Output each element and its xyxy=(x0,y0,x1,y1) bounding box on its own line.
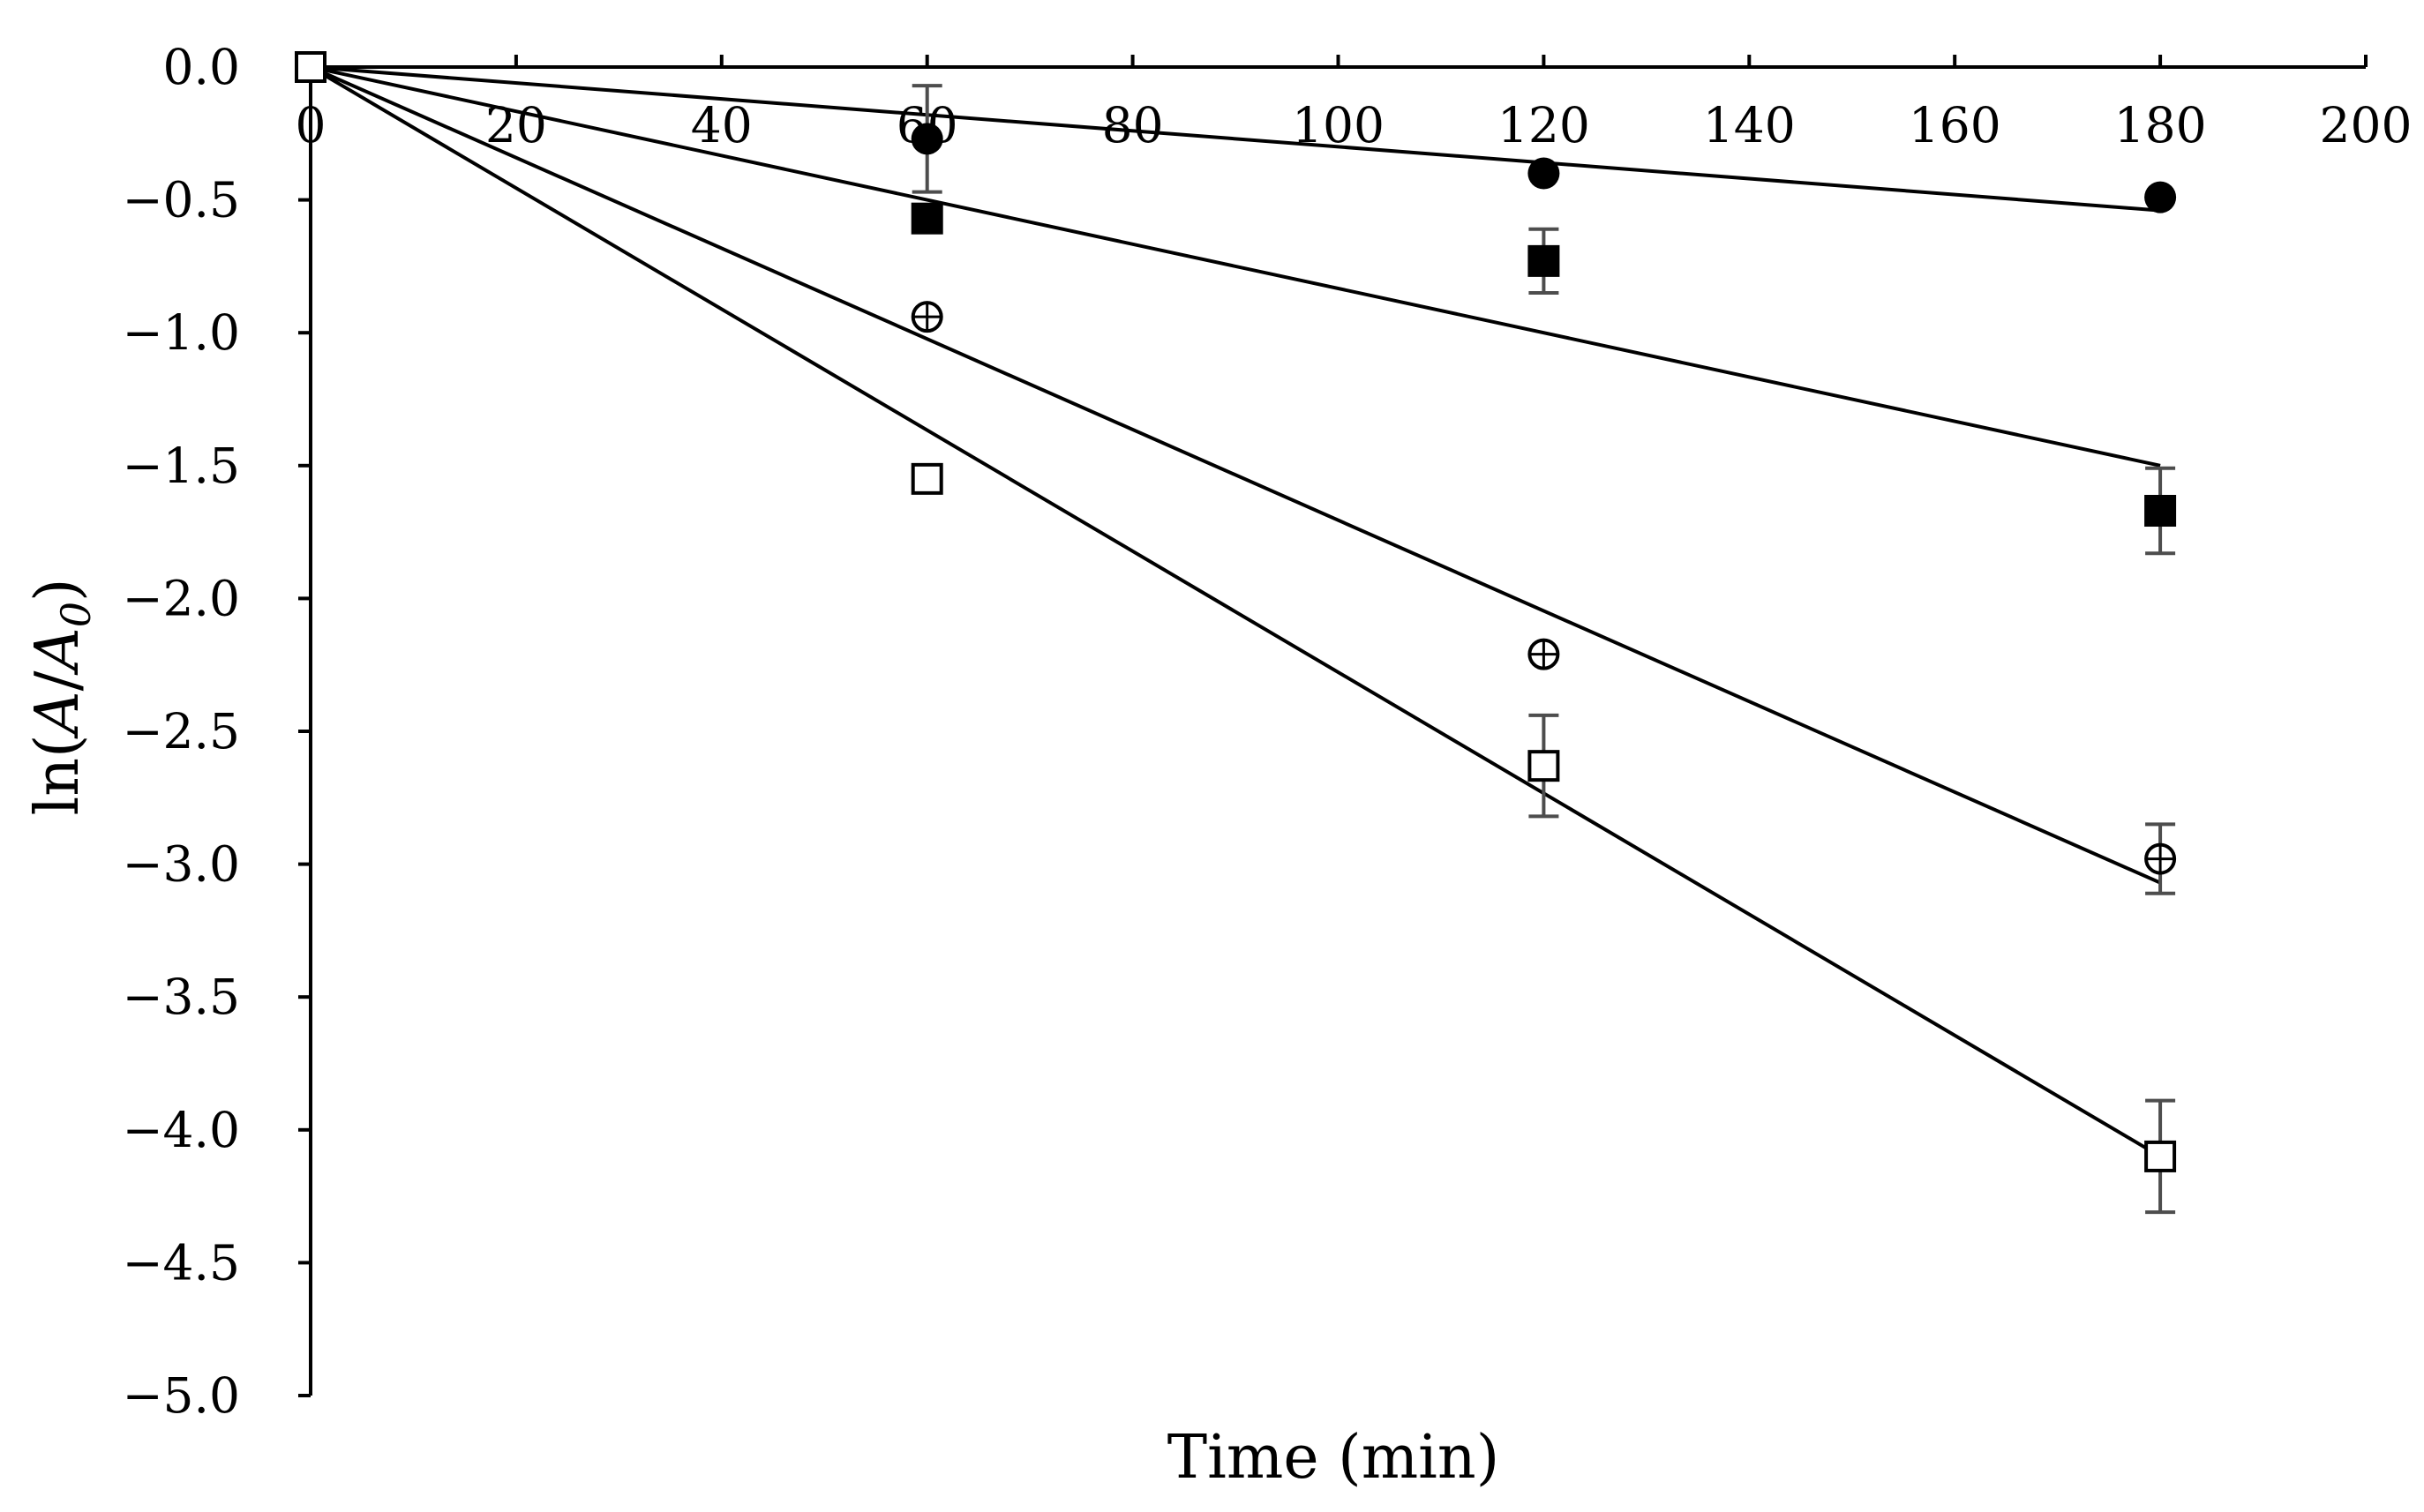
x-tick-label: 80 xyxy=(1102,97,1164,153)
data-point-open-square xyxy=(911,462,943,495)
x-tick-label: 180 xyxy=(2114,97,2207,153)
x-axis-title: Time (min) xyxy=(1167,1423,1500,1493)
x-tick-label: 60 xyxy=(897,97,958,153)
y-tick-label: −0.5 xyxy=(122,172,240,228)
data-point-filled-square xyxy=(911,202,943,235)
data-point-filled-square xyxy=(1527,244,1560,277)
y-tick-label: −1.0 xyxy=(122,304,240,361)
x-tick-label: 160 xyxy=(1909,97,2001,153)
x-tick-label: 40 xyxy=(691,97,753,153)
x-tick-label: 140 xyxy=(1703,97,1796,153)
fit-lines xyxy=(309,65,2162,1158)
y-axis-title-part: A xyxy=(23,691,93,739)
y-tick-label: 0.0 xyxy=(163,39,240,95)
y-axis-title-part: ln( xyxy=(23,734,93,815)
y-axis-title: ln(A/A0) xyxy=(23,578,100,815)
fit-line xyxy=(310,65,2161,885)
data-point-filled-circle xyxy=(1527,157,1560,190)
y-axis-title-part: / xyxy=(23,670,93,691)
x-tick-label: 0 xyxy=(296,97,326,153)
y-axis-title-subscript: 0 xyxy=(52,602,100,627)
axes xyxy=(298,55,2368,1397)
y-axis-title-part: A xyxy=(23,627,93,676)
data-point-open-square xyxy=(295,51,326,83)
x-tick-label: 120 xyxy=(1497,97,1590,153)
data-point-open-square xyxy=(2144,1140,2177,1172)
y-tick-label: −4.5 xyxy=(122,1234,240,1291)
y-tick-label: −3.5 xyxy=(122,969,240,1025)
data-point-filled-circle xyxy=(2144,181,2177,213)
y-tick-label: −2.5 xyxy=(122,703,240,760)
x-tick-label: 20 xyxy=(485,97,547,153)
y-tick-label: −5.0 xyxy=(122,1367,240,1424)
y-tick-label: −2.0 xyxy=(122,570,240,626)
fit-line xyxy=(310,65,2161,213)
data-point-open-square xyxy=(1527,750,1560,782)
x-tick-label: 200 xyxy=(2320,97,2413,153)
x-tick-label: 100 xyxy=(1292,97,1385,153)
data-markers xyxy=(295,51,2177,1172)
tick-labels: 0 20 40 60 80 100 120 140 160 180 200 0.0 −0.5 −1.0 −1… xyxy=(122,39,2412,1424)
fit-line xyxy=(309,65,2162,1158)
data-point-filled-circle xyxy=(911,123,943,155)
fit-line xyxy=(310,65,2161,468)
y-tick-label: −4.0 xyxy=(122,1102,240,1158)
y-axis-title-part: ) xyxy=(23,578,93,602)
y-tick-label: −3.0 xyxy=(122,836,240,893)
data-point-filled-square xyxy=(2144,495,2177,528)
y-tick-label: −1.5 xyxy=(122,438,240,494)
